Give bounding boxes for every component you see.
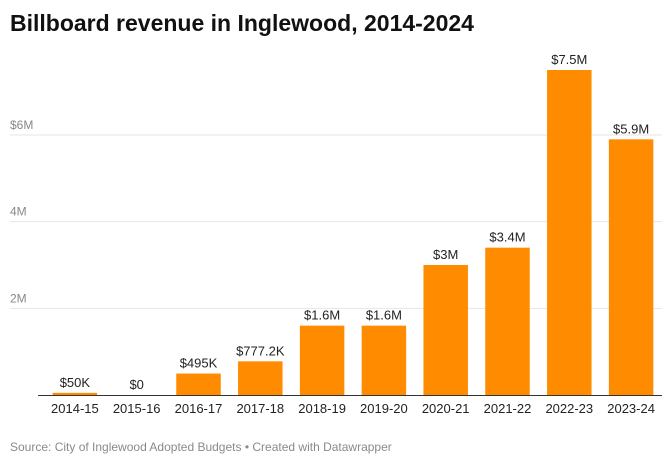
footer-separator: • xyxy=(241,440,253,454)
x-tick-label: 2016-17 xyxy=(175,401,223,416)
labels: 2M 4M $6M $50K 2014-15 $0 2015-16 $495K 2016-17 $… xyxy=(10,52,655,416)
bar-2022-23 xyxy=(547,70,592,395)
credit-note: Created with Datawrapper xyxy=(252,440,392,454)
footer: Source: City of Inglewood Adopted Budget… xyxy=(10,440,392,454)
y-tick-label: 4M xyxy=(10,205,27,219)
bar-2014-15 xyxy=(52,392,98,395)
bar-2018-19 xyxy=(299,325,345,395)
chart-title: Billboard revenue in Inglewood, 2014-202… xyxy=(10,10,474,36)
x-tick-label: 2021-22 xyxy=(484,401,532,416)
value-label: $0 xyxy=(129,377,143,392)
bar-2016-17 xyxy=(176,373,221,395)
x-tick-label: 2018-19 xyxy=(298,401,346,416)
source-note: Source: City of Inglewood Adopted Budget… xyxy=(10,440,242,454)
value-label: $1.6M xyxy=(304,308,340,323)
x-tick-label: 2023-24 xyxy=(607,401,655,416)
value-label: $5.9M xyxy=(613,121,649,136)
x-tick-label: 2014-15 xyxy=(51,401,99,416)
x-tick-label: 2020-21 xyxy=(422,401,470,416)
x-tick-label: 2022-23 xyxy=(545,401,593,416)
bar-2023-24 xyxy=(608,139,654,395)
value-label: $777.2K xyxy=(236,343,285,358)
bar-2021-22 xyxy=(485,247,530,395)
value-label: $3.4M xyxy=(489,230,525,245)
bar-2017-18 xyxy=(238,361,283,395)
value-label: $495K xyxy=(180,356,218,371)
value-label: $50K xyxy=(60,375,91,390)
bars xyxy=(52,70,654,395)
x-tick-label: 2017-18 xyxy=(236,401,284,416)
x-tick-label: 2019-20 xyxy=(360,401,408,416)
y-tick-label: 2M xyxy=(10,291,27,305)
value-label: $1.6M xyxy=(366,308,402,323)
value-label: $3M xyxy=(433,247,458,262)
bar-2019-20 xyxy=(361,325,407,395)
bar-2020-21 xyxy=(423,265,468,395)
value-label: $7.5M xyxy=(551,52,587,67)
x-tick-label: 2015-16 xyxy=(113,401,161,416)
y-tick-label: $6M xyxy=(10,118,33,132)
